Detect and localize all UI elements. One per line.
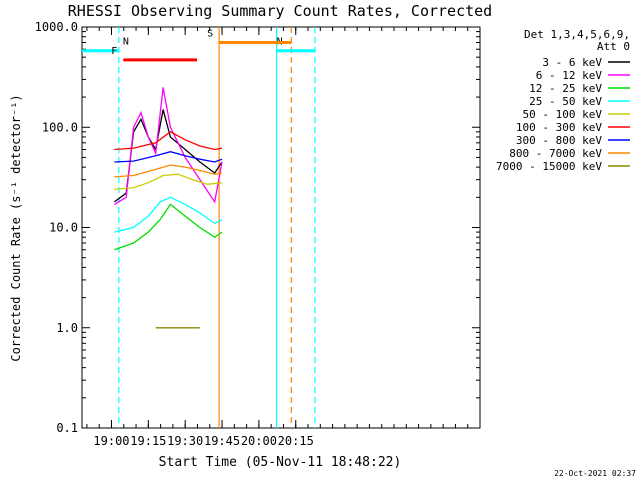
y-tick-label: 100.0 [42, 120, 78, 134]
series-line-7 [114, 164, 223, 178]
series-line-4 [114, 173, 223, 191]
x-tick-label: 20:00 [241, 434, 277, 448]
legend-label: 50 - 100 keV [523, 108, 603, 121]
legend-header: Att 0 [597, 40, 630, 53]
x-tick-label: 19:00 [93, 434, 129, 448]
legend-label: 6 - 12 keV [536, 69, 603, 82]
series-line-6 [114, 151, 223, 163]
legend-label: 800 - 7000 keV [509, 147, 602, 160]
y-tick-label: 1.0 [56, 321, 78, 335]
legend-label: 300 - 800 keV [516, 134, 602, 147]
y-axis-label: Corrected Count Rate (s⁻¹ detector⁻¹) [9, 94, 23, 361]
legend-label: 3 - 6 keV [542, 56, 602, 69]
x-tick-label: 19:45 [204, 434, 240, 448]
x-tick-label: 20:15 [278, 434, 314, 448]
x-axis-label: Start Time (05-Nov-11 18:48:22) [159, 455, 402, 470]
legend-header: Det 1,3,4,5,6,9, [524, 28, 630, 41]
x-tick-label: 19:30 [167, 434, 203, 448]
series-line-2 [114, 203, 223, 251]
series-line-3 [114, 196, 223, 233]
flag-label: F [111, 46, 117, 57]
flag-label: S [207, 29, 213, 40]
series-lines [114, 87, 223, 329]
annotations: NNFS [82, 27, 316, 428]
legend-label: 25 - 50 keV [529, 95, 602, 108]
chart-title: RHESSI Observing Summary Count Rates, Co… [68, 2, 492, 20]
axes: 0.1 1.0 10.0 100.0 1000.0 19:00 19:15 19:30 19:4… [35, 20, 481, 448]
flag-label: N [123, 37, 129, 48]
x-tick-label: 19:15 [130, 434, 166, 448]
y-tick-label: 0.1 [56, 421, 78, 435]
legend-label: 7000 - 15000 keV [496, 160, 602, 173]
legend-label: 12 - 25 keV [529, 82, 602, 95]
legend-label: 100 - 300 keV [516, 121, 602, 134]
footer-timestamp: 22-Oct-2021 02:37 [554, 469, 636, 478]
y-tick-label: 10.0 [49, 221, 78, 235]
series-line-5 [114, 131, 223, 151]
y-tick-label: 1000.0 [35, 20, 78, 34]
